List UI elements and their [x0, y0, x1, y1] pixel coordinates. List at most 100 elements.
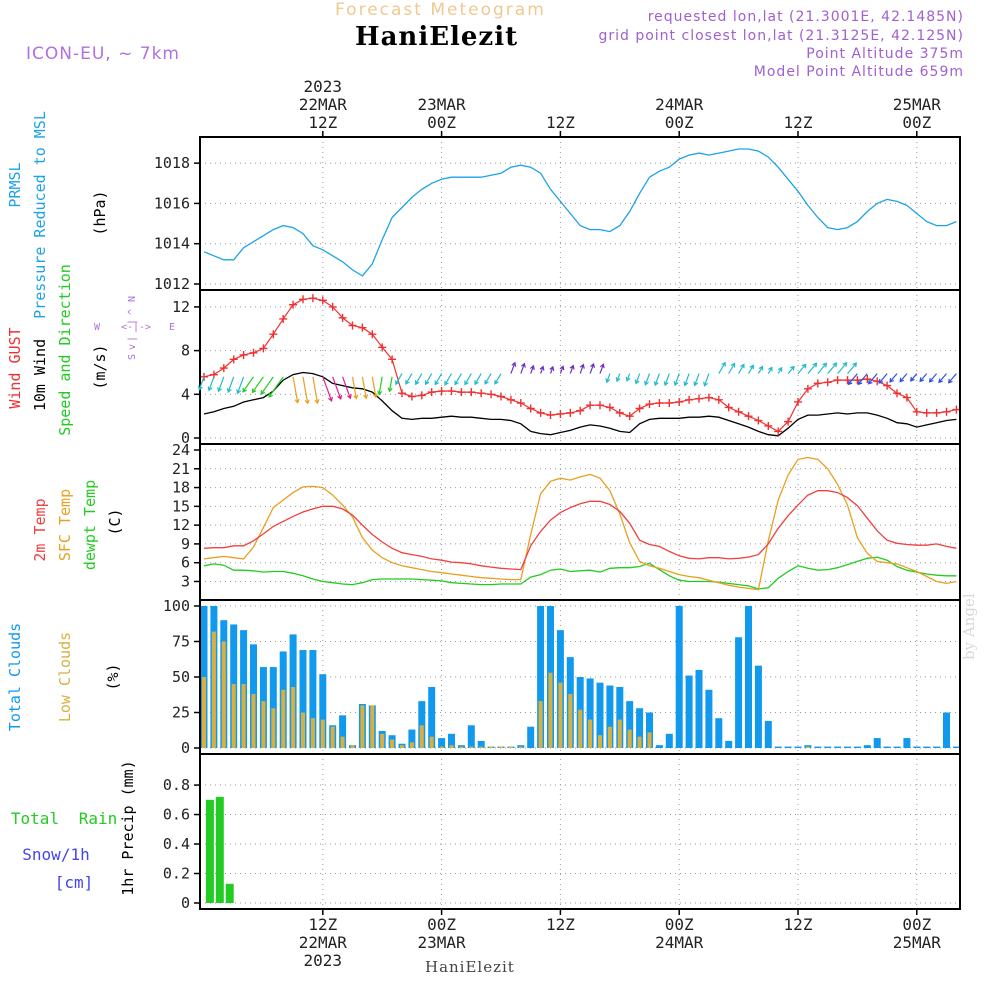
y-tick-label: 18	[172, 479, 190, 497]
wind-direction-arrow	[520, 362, 526, 374]
wind-direction-arrow	[454, 373, 462, 386]
gust-marker	[794, 397, 802, 406]
wind-direction-arrow	[444, 373, 453, 386]
gust-marker	[467, 388, 476, 397]
wind-direction-arrow	[559, 365, 565, 374]
wind-direction-arrow	[747, 364, 754, 374]
top-hour-label: 00Z	[427, 113, 456, 132]
rain-bar	[215, 796, 224, 903]
panel-clouds: 0 25 50 75 100	[163, 597, 961, 757]
gust-marker	[259, 344, 268, 353]
gust-marker	[714, 395, 723, 404]
precip-snow-unit: [cm]	[55, 873, 94, 892]
y-tick-label: 75	[172, 633, 190, 651]
gust-marker	[556, 409, 565, 418]
gust-marker	[318, 296, 327, 305]
pressure-label-msl: Pressure Reduced to MSL	[31, 111, 49, 319]
y-tick-label: 0	[181, 429, 190, 447]
total-cloud-bar	[804, 745, 812, 748]
low-cloud-bar	[459, 746, 464, 748]
grid-point-coords: grid point closest lon,lat (21.3125E, 42…	[598, 28, 964, 44]
wind-speed-direction-label: Speed and Direction	[56, 264, 74, 436]
low-cloud-bar	[350, 745, 355, 748]
low-cloud-bar	[489, 746, 494, 748]
wind-10m-label: 10m Wind	[31, 339, 49, 411]
sfc-temp-label: SFC Temp	[56, 489, 74, 561]
gust-marker	[388, 355, 397, 364]
y-tick-label: 1012	[154, 275, 190, 293]
panel-frame	[199, 753, 961, 910]
gust-marker	[239, 350, 248, 359]
total-cloud-bar	[952, 746, 960, 748]
gust-marker	[883, 381, 892, 390]
total-cloud-bar	[675, 606, 683, 748]
y-tick-label: 8	[181, 342, 190, 360]
wind-direction-arrow	[342, 376, 352, 400]
total-cloud-bar	[844, 746, 851, 748]
total-cloud-bar	[299, 650, 307, 748]
wind-direction-arrow	[395, 373, 403, 386]
gust-marker	[912, 407, 921, 416]
gust-marker	[546, 411, 555, 420]
total-cloud-bar	[537, 606, 545, 748]
wind-direction-arrow	[899, 373, 908, 383]
total-cloud-bar	[517, 745, 525, 748]
wind-direction-arrow	[634, 373, 641, 385]
gust-marker	[902, 393, 911, 402]
wind-direction-arrow	[615, 373, 621, 383]
low-cloud-bar	[548, 672, 553, 748]
wind-direction-arrow	[777, 366, 783, 374]
gust-marker	[685, 395, 694, 404]
gust-marker	[279, 314, 288, 323]
gust-marker	[803, 384, 812, 393]
gust-marker	[526, 404, 535, 413]
forecast-title: Forecast Meteogram	[335, 0, 546, 20]
wind-direction-arrow	[579, 363, 585, 374]
gust-marker	[328, 302, 337, 311]
total-cloud-bar	[933, 746, 941, 748]
total-cloud-bar	[428, 686, 436, 748]
total-cloud-bar	[269, 667, 277, 748]
wind-direction-arrow	[947, 373, 957, 384]
gust-marker	[774, 427, 783, 436]
gust-marker	[506, 395, 515, 404]
wind-direction-arrow	[197, 376, 205, 391]
wind-direction-arrow	[322, 376, 333, 402]
top-date-label: 25MAR	[893, 95, 942, 114]
bottom-date-label: 23MAR	[418, 933, 467, 952]
y-tick-label: 12	[172, 298, 190, 316]
footer-location: HaniElezit	[425, 958, 515, 976]
rain-bar	[225, 883, 234, 903]
wind-direction-arrow	[847, 373, 858, 386]
wind-direction-arrow	[797, 363, 807, 374]
low-cloud-bar	[558, 682, 563, 748]
wind-direction-arrow	[757, 365, 764, 374]
low-cloud-bar	[281, 689, 286, 748]
panel-frame	[199, 289, 961, 445]
low-cloud-bar	[449, 745, 454, 748]
gust-marker	[704, 393, 713, 402]
gust-marker	[784, 417, 793, 426]
gust-marker	[338, 313, 347, 322]
gust-marker	[269, 330, 278, 339]
low-cloud-bar	[588, 719, 593, 748]
y-tick-label: 1018	[154, 154, 190, 172]
low-cloud-bar	[231, 684, 236, 748]
total-cloud-bar	[883, 746, 891, 748]
gust-marker	[932, 408, 941, 417]
low-cloud-bar	[310, 718, 315, 748]
precip-unit-label: 1hr Precip (mm)	[119, 760, 137, 895]
gust-marker	[635, 404, 644, 413]
gust-marker	[645, 400, 654, 409]
wind-direction-arrow	[207, 376, 215, 392]
y-tick-label: 24	[172, 441, 190, 459]
y-tick-label: 0	[181, 894, 190, 912]
gust-marker	[734, 407, 743, 416]
gust-marker	[566, 408, 575, 417]
location-title: HaniElezit	[355, 22, 519, 52]
gust-marker	[625, 412, 634, 421]
low-cloud-bar	[409, 742, 414, 748]
wind-direction-arrow	[549, 365, 555, 374]
low-clouds-label: Low Clouds	[56, 632, 74, 722]
bottom-hour-label: 12Z	[784, 915, 813, 934]
